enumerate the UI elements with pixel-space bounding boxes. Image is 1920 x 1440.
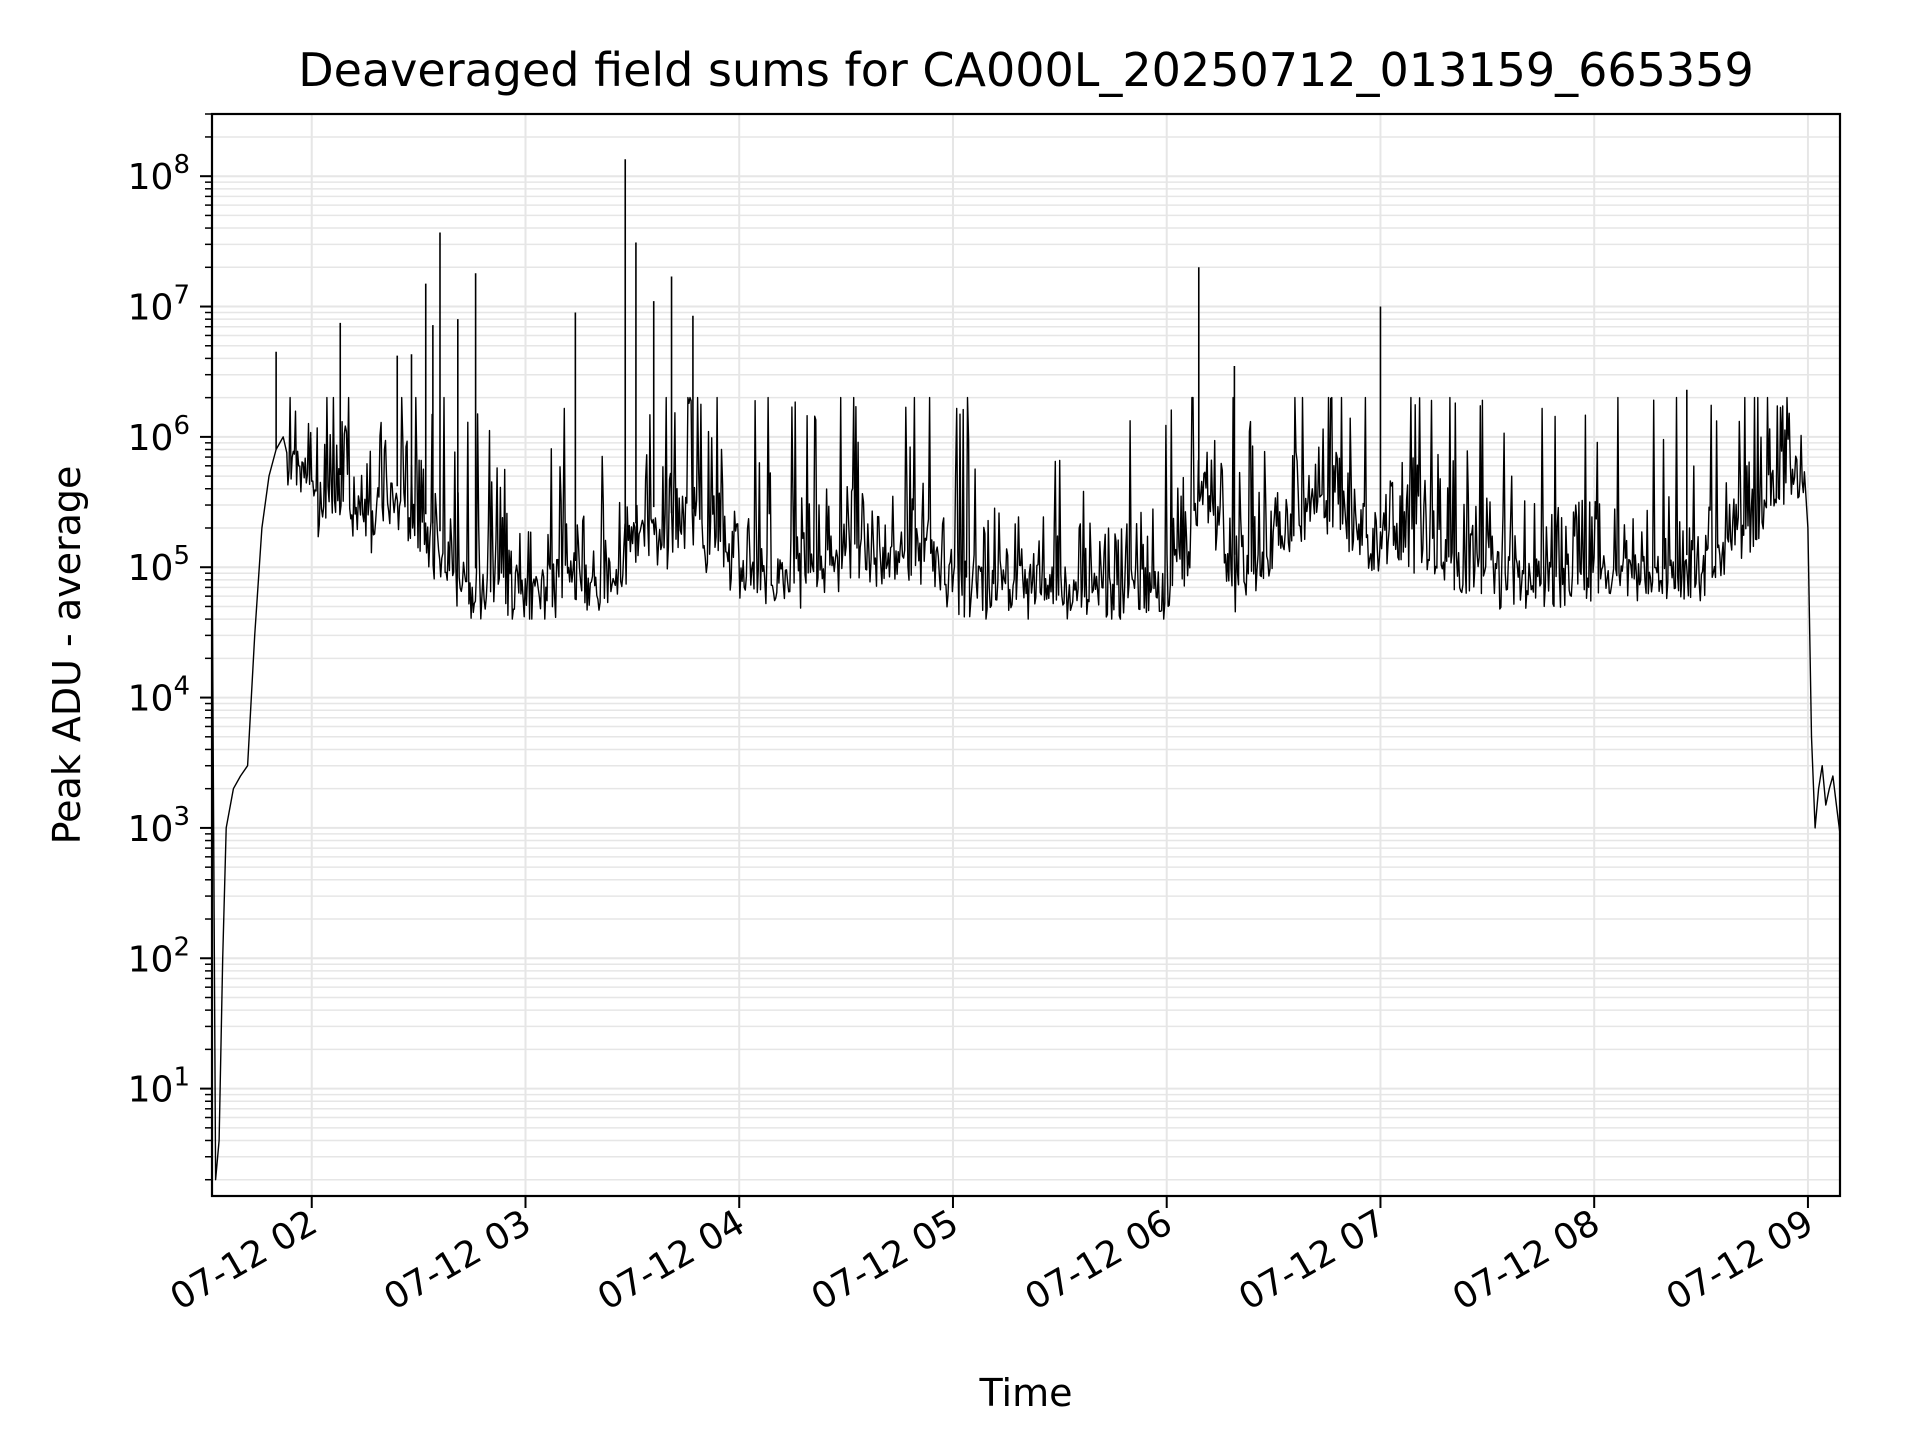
y-tick-label: 106	[128, 411, 190, 459]
x-axis-label: Time	[979, 1371, 1073, 1415]
y-tick-label: 101	[128, 1063, 190, 1111]
y-axis-label: Peak ADU - average	[45, 466, 89, 845]
y-tick-label: 103	[128, 802, 190, 850]
grid	[212, 113, 1840, 1196]
plot-frame	[210, 112, 1842, 1198]
y-tick-label: 104	[128, 672, 190, 720]
y-tick-label: 108	[128, 150, 190, 198]
y-axis: 101 102 103 104 105 106 107 108	[128, 113, 212, 1181]
y-tick-label: 102	[128, 932, 190, 980]
y-tick-label: 105	[128, 541, 190, 589]
series-layer	[211, 159, 1841, 1181]
y-tick-label: 107	[128, 281, 190, 329]
series-line	[211, 396, 1841, 1181]
chart-title: Deaveraged field sums for CA000L_2025071…	[298, 43, 1753, 97]
